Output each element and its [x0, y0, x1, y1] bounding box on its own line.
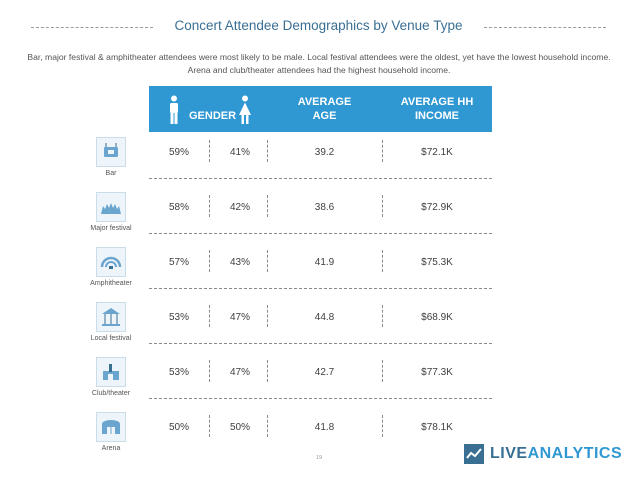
row-divider [149, 288, 492, 289]
column-divider [382, 305, 383, 327]
amphitheater-icon [96, 247, 126, 277]
row-divider [149, 233, 492, 234]
column-divider [382, 195, 383, 217]
male-percent: 59% [168, 147, 189, 158]
average-income: $75.3K [421, 257, 453, 268]
header-average-age: AVERAGE AGE [267, 86, 382, 132]
column-divider [382, 415, 383, 437]
female-percent: 42% [229, 202, 250, 213]
header-income-line1: AVERAGE HH [400, 96, 474, 108]
header-age-line2: AGE [312, 110, 337, 122]
column-divider [209, 195, 210, 217]
header-income-line2: INCOME [415, 110, 459, 122]
column-divider [209, 360, 210, 382]
venue-label: Amphitheater [90, 280, 132, 287]
page-number: 19 [315, 455, 323, 461]
column-divider [209, 140, 210, 162]
table-row: Club/theater 53% 47% 42.7 $77.3K [0, 352, 638, 407]
female-percent: 41% [229, 147, 250, 158]
header-gender-label: GENDER [189, 110, 237, 122]
table-row: Amphitheater 57% 43% 41.9 $75.3K [0, 242, 638, 297]
average-age: 42.7 [314, 367, 335, 378]
average-age: 44.8 [314, 312, 335, 323]
female-figure-icon [239, 95, 251, 124]
liveanalytics-logo-icon [464, 444, 484, 464]
column-divider [267, 140, 268, 162]
column-divider [267, 415, 268, 437]
column-divider [382, 140, 383, 162]
column-divider [267, 360, 268, 382]
female-percent: 47% [229, 367, 250, 378]
bar-sign-icon [96, 137, 126, 167]
logo-text-analytics: ANALYTICS [527, 445, 623, 462]
average-income: $68.9K [421, 312, 453, 323]
title-bar: Concert Attendee Demographics by Venue T… [0, 16, 638, 38]
table-row: Arena 50% 50% 41.8 $78.1K [0, 407, 638, 462]
average-income: $77.3K [421, 367, 453, 378]
venue-label: Local festival [90, 335, 132, 342]
table-row: Major festival 58% 42% 38.6 $72.9K [0, 187, 638, 242]
logo-wordmark: LIVEANALYTICS [490, 445, 622, 463]
header-average-income: AVERAGE HH INCOME [382, 86, 492, 132]
male-percent: 53% [168, 312, 189, 323]
female-percent: 43% [229, 257, 250, 268]
male-figure-icon [170, 95, 178, 124]
column-divider [382, 360, 383, 382]
column-divider [382, 250, 383, 272]
row-divider [149, 178, 492, 179]
club-theater-icon [96, 357, 126, 387]
column-divider [267, 250, 268, 272]
venue-label: Major festival [90, 225, 132, 232]
average-income: $72.9K [421, 202, 453, 213]
header-gender: GENDER [149, 86, 267, 132]
title-rule-left [31, 27, 153, 28]
venue-label: Arena [101, 445, 121, 452]
male-percent: 50% [168, 422, 189, 433]
column-divider [209, 250, 210, 272]
average-age: 41.8 [314, 422, 335, 433]
average-age: 38.6 [314, 202, 335, 213]
carousel-icon [96, 302, 126, 332]
venue-label: Bar [105, 170, 117, 177]
table-row: Local festival 53% 47% 44.8 $68.9K [0, 297, 638, 352]
venue-label: Club/theater [91, 390, 131, 397]
table-row: Bar 59% 41% 39.2 $72.1K [0, 132, 638, 187]
average-age: 41.9 [314, 257, 335, 268]
average-age: 39.2 [314, 147, 335, 158]
female-percent: 50% [229, 422, 250, 433]
title-rule-right [484, 27, 606, 28]
male-percent: 57% [168, 257, 189, 268]
column-divider [267, 195, 268, 217]
header-age-line1: AVERAGE [297, 96, 352, 108]
female-percent: 47% [229, 312, 250, 323]
row-divider [149, 398, 492, 399]
page-title: Concert Attendee Demographics by Venue T… [174, 18, 463, 33]
column-divider [209, 305, 210, 327]
column-divider [209, 415, 210, 437]
column-divider [267, 305, 268, 327]
arena-icon [96, 412, 126, 442]
page-subtitle: Bar, major festival & amphitheater atten… [27, 52, 611, 75]
average-income: $78.1K [421, 422, 453, 433]
festival-crowd-icon [96, 192, 126, 222]
table-header: GENDER AVERAGE AGE AVERAGE HH INCOME [149, 86, 492, 132]
average-income: $72.1K [421, 147, 453, 158]
liveanalytics-logo: LIVEANALYTICS [464, 444, 624, 466]
male-percent: 58% [168, 202, 189, 213]
logo-text-live: LIVE [490, 445, 528, 462]
row-divider [149, 343, 492, 344]
male-percent: 53% [168, 367, 189, 378]
